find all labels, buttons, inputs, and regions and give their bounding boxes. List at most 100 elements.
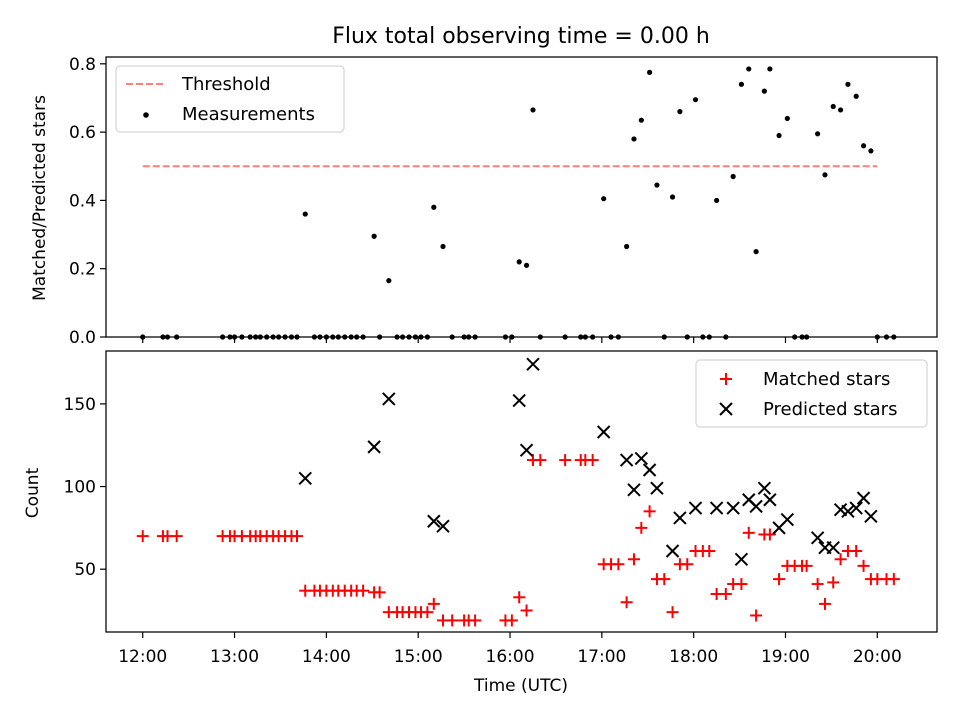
count-y-tick-label: 50 [74, 560, 96, 580]
x-tick-label: 15:00 [394, 647, 443, 667]
count-legend-box [695, 359, 928, 428]
measurement-point [669, 194, 676, 200]
predicted-star-point [367, 440, 381, 454]
measurement-point [845, 81, 851, 87]
predicted-star-point [810, 531, 825, 545]
measurement-point [746, 66, 752, 72]
predicted-star-point [519, 443, 534, 457]
matched-star-point [635, 521, 648, 534]
predicted-star-point [427, 514, 441, 528]
measurement-point [830, 103, 836, 110]
matched-star-point [681, 558, 694, 571]
count-y-tick-label: 100 [64, 478, 96, 498]
matched-star-point [834, 553, 847, 566]
measurement-point [767, 66, 773, 72]
measurement-point [776, 132, 782, 139]
x-tick-label: 12:00 [118, 647, 167, 667]
predicted-star-point [619, 453, 634, 467]
ratio-legend: Threshold Measurements [115, 65, 345, 133]
predicted-star-point [709, 501, 724, 515]
measurement-point [730, 173, 736, 180]
matched-star-point [373, 586, 386, 599]
ratio-y-axis-label: Matched/Predicted stars [30, 95, 50, 301]
measurement-point [753, 249, 759, 255]
measurement-point [638, 117, 644, 123]
x-tick-label: 14:00 [302, 647, 351, 667]
ratio-legend-box [115, 65, 345, 133]
predicted-star-point [512, 393, 526, 408]
measurement-point [601, 196, 607, 202]
matched-star-point [811, 578, 824, 591]
ratio-y-tick-label: 0.4 [69, 191, 96, 211]
matched-star-point [703, 545, 716, 558]
predicted-star-point [734, 552, 749, 566]
x-tick-label: 13:00 [210, 647, 259, 667]
predicted-star-point [841, 504, 855, 519]
predicted-star-point [436, 519, 450, 533]
matched-star-point [534, 454, 547, 467]
matched-star-point [446, 614, 459, 627]
measurement-point [714, 197, 720, 204]
measurement-point [815, 131, 821, 137]
predicted-star-point [642, 463, 657, 477]
ratio-y-tick-label: 0.6 [69, 123, 96, 143]
measurement-point [530, 107, 536, 113]
matched-star-point [513, 591, 526, 604]
matched-star-point [850, 545, 863, 558]
measurement-point [868, 148, 874, 154]
predicted-star-point [849, 501, 863, 515]
matched-star-point [620, 596, 633, 609]
matched-star-point [627, 553, 640, 566]
matched-star-point [773, 573, 786, 586]
predicted-star-point [780, 512, 795, 527]
measurement-point [738, 81, 745, 87]
predicted-star-point [673, 511, 687, 525]
matched-star-point [469, 614, 482, 627]
predicted-star-point [688, 501, 703, 515]
matched-star-point [658, 573, 671, 586]
matched-star-point [421, 606, 434, 619]
measurement-point [371, 233, 377, 239]
measurement-point [440, 243, 446, 250]
predicted-star-point [382, 392, 396, 406]
x-tick-label: 18:00 [669, 647, 718, 667]
measurement-point [761, 88, 767, 94]
predicted-star-point [665, 544, 680, 558]
measurement-point [860, 143, 867, 149]
matched-star-point [857, 559, 870, 572]
ratio-plot-area: 0.0 0.2 0.4 0.6 0.8 [69, 55, 897, 348]
measurement-point [654, 182, 660, 188]
matched-star-point [505, 614, 518, 627]
predicted-star-point [650, 481, 664, 495]
matched-star-point [735, 578, 748, 591]
matched-star-point [586, 454, 599, 467]
matched-star-point [136, 530, 149, 543]
predicted-star-point [634, 451, 649, 466]
matched-star-point [719, 587, 732, 600]
x-tick-label: 17:00 [577, 647, 626, 667]
count-panel: Count Time (UTC) 12:00 13:00 14:00 15:00 16:… [23, 350, 938, 696]
x-axis-label: Time (UTC) [473, 676, 568, 696]
measurement-point [853, 93, 859, 99]
measurement-point [646, 69, 653, 75]
measurements-legend-label: Measurements [182, 104, 315, 125]
threshold-legend-label: Threshold [181, 74, 271, 95]
ratio-axes-frame [105, 56, 938, 338]
matched-star-point [559, 454, 572, 467]
predicted-legend-marker [719, 402, 733, 416]
measurement-point [822, 172, 828, 178]
x-tick-label: 20:00 [853, 647, 902, 667]
predicted-star-point [856, 491, 871, 505]
matched-star-point [800, 559, 813, 572]
ratio-y-tick-label: 0.0 [69, 328, 96, 348]
measurements-legend-marker [143, 112, 149, 118]
matched-star-point [742, 526, 755, 539]
measurement-point [837, 107, 844, 113]
measurement-point [631, 136, 637, 142]
x-tick-label: 19:00 [761, 647, 810, 667]
matched-star-point [666, 606, 679, 619]
ratio-panel: Flux total observing time = 0.00 h Match… [30, 24, 938, 348]
matched-star-point [170, 530, 183, 543]
count-axes-frame [105, 350, 938, 633]
matched-star-point [827, 576, 840, 589]
